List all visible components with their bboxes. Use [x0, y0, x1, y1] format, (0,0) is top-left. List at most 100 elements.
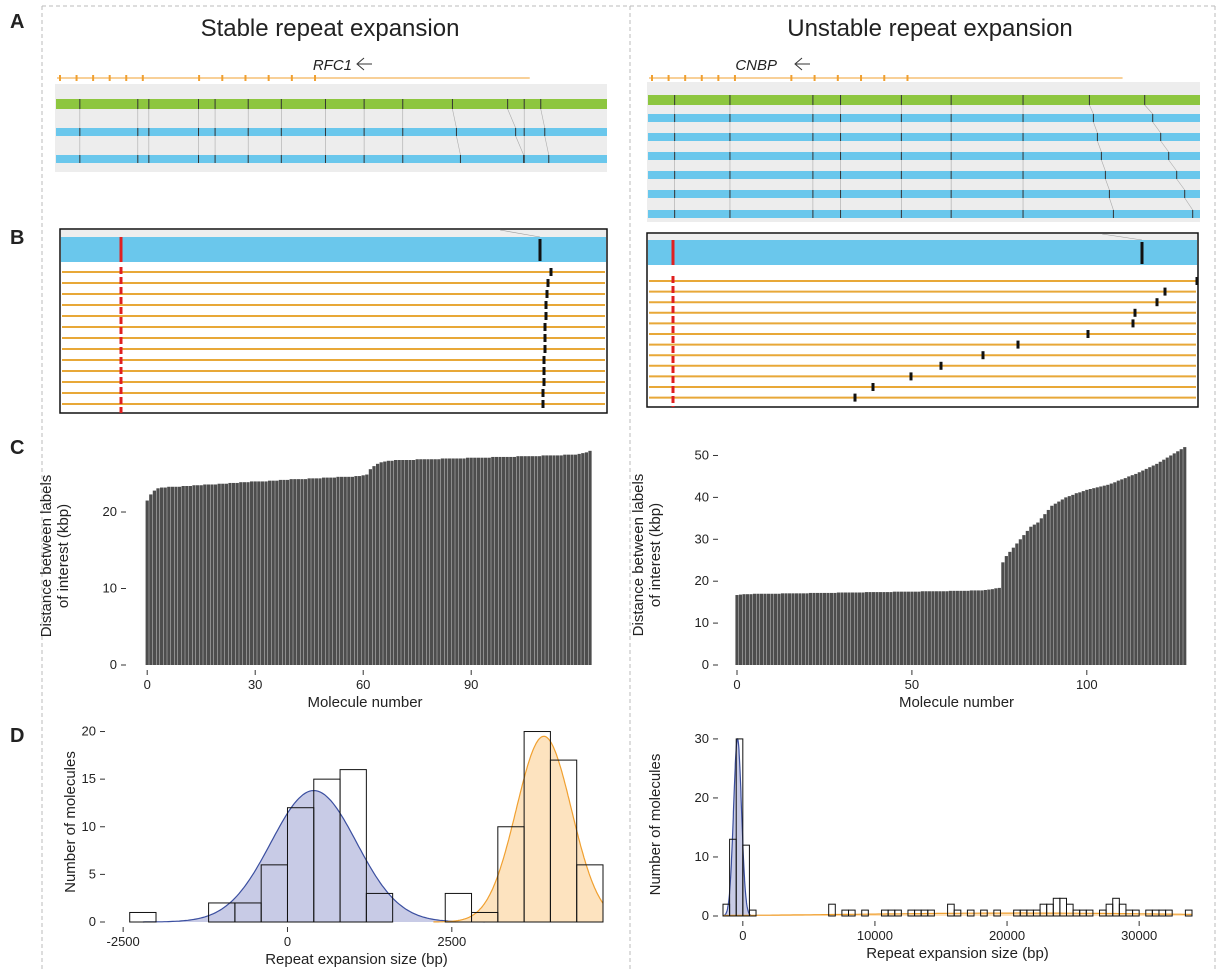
x-tick-label: 100 [1076, 677, 1098, 692]
bar [760, 594, 763, 665]
molecule-label [550, 268, 553, 276]
molecule-label [872, 383, 875, 391]
bar [153, 491, 156, 665]
molecule-label [1164, 288, 1167, 296]
bar [146, 501, 149, 665]
bar [516, 456, 519, 665]
panel-label: A [10, 11, 24, 33]
x-tick-label: 60 [356, 677, 370, 692]
exon [883, 75, 885, 81]
exon [734, 75, 736, 81]
bar [333, 478, 336, 665]
reference-bar [61, 237, 606, 262]
exon [651, 75, 653, 81]
y-axis-label: Number of molecules [62, 751, 79, 893]
repeat-start [672, 240, 675, 265]
bar [1029, 527, 1032, 665]
column-title: Unstable repeat expansion [787, 15, 1073, 42]
bar [426, 459, 429, 665]
bar [398, 460, 401, 665]
molecule-label [982, 351, 985, 359]
histogram-bar [130, 912, 156, 922]
bar [171, 487, 174, 665]
molecule-label [542, 389, 545, 397]
x-axis-label: Repeat expansion size (bp) [866, 945, 1049, 962]
exon [684, 75, 686, 81]
bar [1050, 506, 1053, 665]
bar [784, 593, 787, 665]
bar [1015, 543, 1018, 665]
map-bar [648, 114, 1200, 122]
bar [840, 593, 843, 665]
bar [861, 593, 864, 665]
bar [336, 477, 339, 665]
molecule-label [544, 345, 547, 353]
bar [924, 591, 927, 665]
bar [1169, 455, 1172, 665]
bar [788, 593, 791, 665]
bar [1099, 486, 1102, 665]
x-tick-label: 90 [464, 677, 478, 692]
bar [268, 481, 271, 665]
direction-arrow [357, 58, 372, 70]
exon [125, 75, 127, 81]
bar [401, 460, 404, 665]
bar [1092, 488, 1095, 665]
y-tick-label: 10 [695, 615, 709, 630]
x-tick-label: 10000 [857, 928, 893, 943]
bar [802, 593, 805, 665]
panel-label: D [10, 725, 24, 747]
bar [308, 478, 311, 665]
bar [351, 477, 354, 665]
x-tick-label: 2500 [437, 934, 466, 949]
bar [1176, 451, 1179, 665]
bar [423, 459, 426, 665]
bar [480, 458, 483, 665]
bar [1047, 510, 1050, 665]
bar [830, 593, 833, 665]
bar [1036, 523, 1039, 665]
bar [390, 461, 393, 665]
y-tick-label: 40 [695, 489, 709, 504]
bar [344, 477, 347, 665]
bar [858, 593, 861, 665]
bar [570, 455, 573, 665]
molecule-label [547, 279, 550, 287]
bar [498, 457, 501, 665]
bar [980, 590, 983, 665]
bar [200, 485, 203, 665]
bar [746, 594, 749, 665]
y-tick-label: 0 [702, 908, 709, 923]
exon [717, 75, 719, 81]
molecule-label [854, 394, 857, 402]
bar [798, 593, 801, 665]
x-tick-label: 0 [284, 934, 291, 949]
bar [236, 483, 239, 665]
bar [935, 591, 938, 665]
bar [538, 456, 541, 665]
bar [1138, 472, 1141, 665]
exon [198, 75, 200, 81]
bar [502, 457, 505, 665]
bar [1033, 525, 1036, 665]
bar [304, 479, 307, 665]
bar [178, 487, 181, 665]
exon [109, 75, 111, 81]
molecule-label [545, 312, 548, 320]
molecule-label [542, 400, 545, 408]
bar [977, 590, 980, 665]
bar [372, 466, 375, 665]
fit-area [433, 736, 603, 922]
bar [185, 486, 188, 665]
bar [1068, 496, 1071, 665]
y-tick-label: 50 [695, 447, 709, 462]
bar [174, 487, 177, 665]
direction-arrow [795, 58, 810, 70]
exon [906, 75, 908, 81]
bar [556, 455, 559, 665]
bar [466, 458, 469, 665]
x-axis-label: Molecule number [307, 694, 422, 711]
bar [164, 488, 167, 665]
gene-name: RFC1 [313, 57, 352, 74]
bar [1148, 467, 1151, 665]
